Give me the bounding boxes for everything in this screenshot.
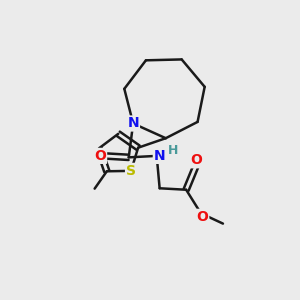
- Text: O: O: [190, 153, 202, 167]
- Text: O: O: [196, 210, 208, 224]
- Text: N: N: [154, 149, 166, 163]
- Text: S: S: [126, 164, 136, 178]
- Text: N: N: [127, 116, 139, 130]
- Text: O: O: [94, 149, 106, 163]
- Text: H: H: [168, 144, 178, 157]
